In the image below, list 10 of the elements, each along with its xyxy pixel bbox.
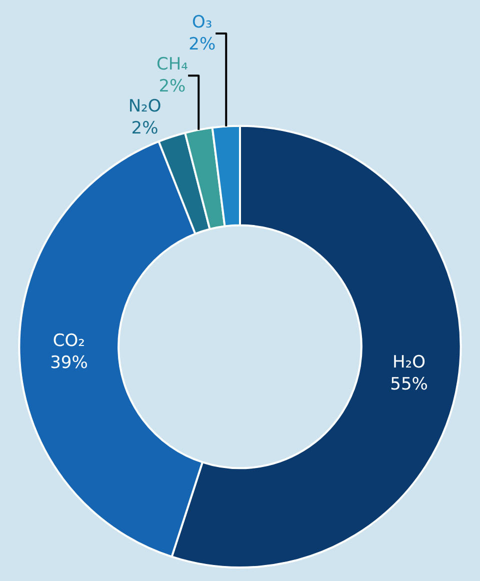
data-label: 2% (188, 34, 216, 55)
slice-label: N₂O (128, 96, 162, 117)
data-label: 55% (390, 374, 428, 395)
slice-label: CO₂ (52, 331, 86, 352)
slice-label: O₃ (192, 12, 212, 32)
data-label: 2% (158, 76, 186, 97)
slice-label: H₂O (392, 352, 426, 372)
data-label: 2% (131, 118, 158, 139)
slice-label: CH₄ (156, 54, 188, 75)
data-label: 39% (50, 353, 88, 374)
